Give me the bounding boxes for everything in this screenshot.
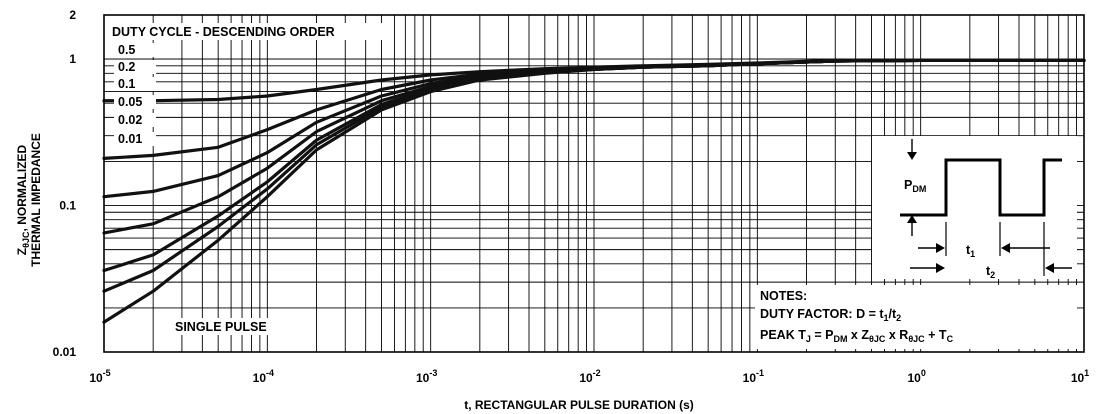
t2-arrow-left-head [936,263,945,273]
y-axis-title: ZθJC, NORMALIZED THERMAL IMPEDANCE [15,133,43,267]
notes-peak-part: J [806,334,811,344]
t1-label: t1 [966,243,975,259]
t2-main: t [986,264,991,278]
notes-duty-sub2: 2 [896,313,901,323]
legend-item-backdrop [114,77,156,91]
single-pulse-label: SINGLE PULSE [175,320,267,334]
x-tick-mantissa: 10 [907,371,921,385]
x-tick-mantissa: 10 [416,371,430,385]
pdm-label: PDM [904,178,926,194]
legend-item-0-01: 0.01 [118,132,142,146]
legend-item-backdrop [114,132,156,146]
notes-peak-part: DM [833,334,847,344]
t1-arrow-right-head [1001,243,1010,253]
x-tick-exponent: -4 [266,368,274,378]
legend-items: 0.5 0.2 0.1 0.05 0.02 0.01 [114,43,156,146]
legend-item-0-2: 0.2 [118,60,135,74]
x-axis-title: t, RECTANGULAR PULSE DURATION (s) [464,398,694,412]
legend-item-0-02: 0.02 [118,113,142,127]
x-tick-exponent: 1 [1084,368,1089,378]
legend-title-backdrop [108,23,390,40]
t1-sub: 1 [970,249,975,259]
series-layer [102,58,1086,324]
notes-peak-part: C [947,334,954,344]
t1-arrow-left-head [936,243,945,253]
notes-peak-part: PEAK T [760,328,806,342]
x-tick-label: 10-2 [579,368,600,385]
x-tick-mantissa: 10 [89,371,103,385]
legend-item-backdrop [114,113,156,127]
legend-item-0-1: 0.1 [118,77,135,91]
t2-label: t2 [986,264,995,280]
notes-duty-prefix: DUTY FACTOR: D = t [760,307,884,321]
x-tick-exponent: -1 [756,368,764,378]
pdm-arrow-top-head [907,152,917,160]
x-tick-exponent: -2 [593,368,601,378]
t2-arrow-right-head [1045,263,1054,273]
pdm-sub: DM [912,184,926,194]
y-axis-title-line1: ZθJC, NORMALIZED [15,144,31,255]
legend-item-0-5: 0.5 [118,43,135,57]
notes-duty-mid: /t [889,307,897,321]
x-tick-mantissa: 10 [579,371,593,385]
notes-peak-part: θJC [908,334,925,344]
legend-title: DUTY CYCLE - DESCENDING ORDER [112,25,335,39]
notes-backdrop [755,285,1077,349]
plot-frame [103,14,1085,353]
notes-title: NOTES: [760,289,807,303]
pdm-arrow-bottom-head [907,215,917,223]
pulse-inset: PDM t1 t2 [872,136,1077,280]
y-axis-title-sub: θJC [21,231,31,248]
x-tick-label: 10-3 [416,368,437,385]
x-tick-label: 100 [907,368,925,385]
notes-peak-tj: PEAK TJ = PDM x ZθJC x RθJC + TC [760,328,954,344]
x-tick-label: 10-1 [743,368,764,385]
x-tick-mantissa: 10 [253,371,267,385]
x-tick-exponent: 0 [921,368,926,378]
y-axis-title-z: Z [15,248,29,255]
series-line-7 [102,58,1086,324]
notes-peak-part: + T [925,328,947,342]
legend-item-backdrop [114,60,156,74]
t2-sub: 2 [990,270,995,280]
x-tick-mantissa: 10 [1071,371,1085,385]
pdm-main: P [904,178,912,192]
y-tick-label: 0.1 [59,199,76,213]
notes-peak-part: x R [885,328,908,342]
y-tick-label: 2 [69,8,76,22]
notes-peak-part: = P [811,328,834,342]
x-tick-mantissa: 10 [743,371,757,385]
notes-duty-factor: DUTY FACTOR: D = t1/t2 [760,307,901,323]
x-tick-label: 10-4 [253,368,274,385]
y-axis-title-line2: THERMAL IMPEDANCE [29,133,43,267]
y-tick-label: 0.01 [53,345,77,359]
notes-duty-sub1: 1 [884,313,889,323]
x-tick-exponent: -5 [103,368,111,378]
t1-main: t [966,243,971,257]
legend-item-backdrop [114,95,156,109]
y-axis-title-rest: , NORMALIZED [15,144,29,231]
y-tick-label: 1 [69,52,76,66]
single-pulse-backdrop [170,318,286,335]
notes-peak-part: θJC [869,334,886,344]
x-tick-label: 10-5 [89,368,110,385]
pulse-waveform [900,158,1062,217]
legend-item-0-05: 0.05 [118,95,142,109]
x-tick-exponent: -3 [429,368,437,378]
legend-item-backdrop [114,43,156,57]
notes-peak-part: x Z [847,328,869,342]
x-tick-label: 101 [1071,368,1089,385]
